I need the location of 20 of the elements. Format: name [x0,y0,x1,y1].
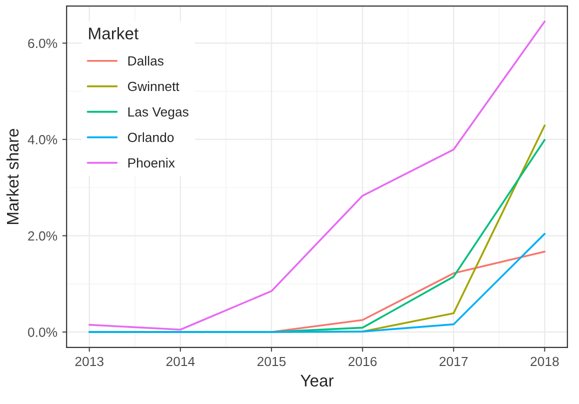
y-tick-label: 6.0% [28,38,58,48]
x-axis-title: Year [300,374,334,387]
legend-label: Gwinnett [128,81,180,92]
line-series [88,20,546,331]
y-tick-label: 4.0% [28,135,58,144]
y-tick-label: 2.0% [28,231,58,241]
x-tick-label: 2016 [348,356,377,366]
legend-label: Orlando [128,132,174,142]
x-tick-label: 2018 [530,356,559,366]
y-tick-label: 0.0% [28,328,58,337]
legend-title: Market [89,27,139,40]
x-tick-label: 2017 [440,356,468,366]
legend-label: Las Vegas [128,107,188,120]
y-axis-title: Market share [6,128,19,224]
x-tick-label: 2013 [75,356,104,366]
legend-label: Phoenix [128,158,175,168]
line-series [88,232,546,333]
x-tick-label: 2015 [257,356,286,366]
legend-label: Dallas [128,56,164,66]
x-tick-label: 2014 [166,356,195,366]
